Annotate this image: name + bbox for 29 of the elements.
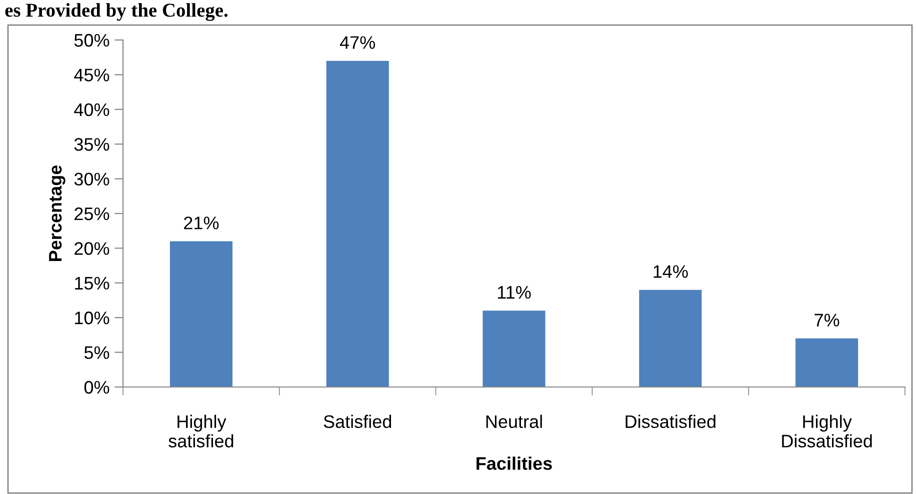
y-tick-label: 30% (74, 172, 110, 186)
bar (326, 60, 389, 387)
y-tick-label: 40% (74, 103, 110, 116)
y-tick-label: 45% (74, 68, 110, 82)
y-tick-label: 25% (74, 207, 110, 220)
y-tick-label: 5% (84, 346, 110, 360)
x-axis-title: Facilities (476, 456, 552, 470)
y-tick-label: 50% (74, 34, 110, 47)
bar (482, 310, 546, 387)
y-tick-label: 20% (74, 242, 110, 255)
bar (639, 290, 702, 387)
x-tick-label: Highly Dissatisfied (782, 414, 872, 448)
data-label: 14% (654, 265, 688, 278)
data-label: 21% (184, 216, 219, 230)
bar (796, 338, 858, 387)
y-tick-label: 35% (74, 138, 110, 151)
y-tick-label: 0% (84, 380, 110, 394)
data-label: 7% (814, 314, 840, 326)
data-label: 47% (340, 36, 376, 49)
x-tick-label: Neutral (486, 414, 542, 428)
y-axis-title: Percentage (49, 165, 66, 261)
y-tick-label: 10% (75, 312, 110, 324)
x-tick-label: Dissatisfied (626, 414, 716, 428)
y-tick-label: 15% (75, 276, 110, 290)
x-tick-label: Highly satisfied (168, 414, 234, 448)
chart-title: es Provided by the College. (5, 3, 228, 21)
data-label: 11% (498, 286, 531, 299)
x-tick-label: Satisfied (324, 414, 392, 428)
bar (170, 241, 232, 387)
